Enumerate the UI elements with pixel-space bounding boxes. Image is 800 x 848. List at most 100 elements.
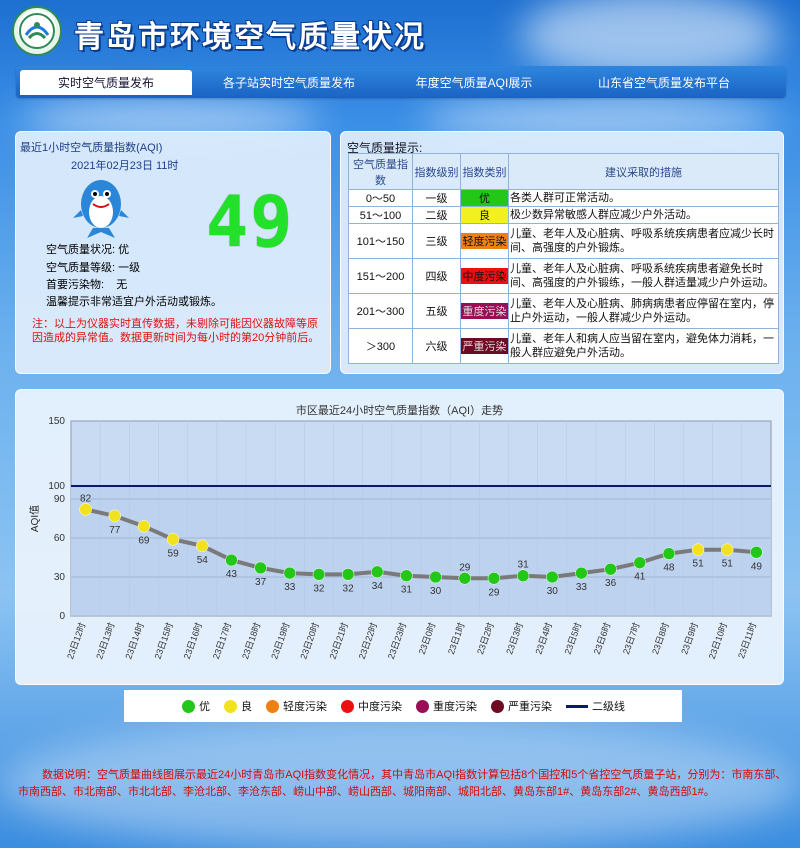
data-label: 30: [547, 586, 559, 597]
data-label: 29: [488, 587, 500, 598]
tab-substation-aqi[interactable]: 各子站实时空气质量发布: [222, 75, 355, 90]
y-tick-label: 150: [48, 416, 65, 427]
data-point: [487, 572, 501, 585]
x-tick-label: 23日10时: [706, 621, 729, 660]
data-point: [750, 546, 763, 559]
aqi-range: 0～50: [348, 189, 413, 207]
category-swatch: 良: [461, 207, 508, 223]
data-point: [429, 570, 442, 584]
aqi-range: 101～150: [348, 223, 413, 259]
data-point: [225, 553, 238, 567]
y-tick-label: 100: [48, 481, 65, 492]
current-aqi-panel: 最近1小时空气质量指数(AQI) 2021年02月23日 11时 49 空气质量…: [15, 131, 331, 374]
aqi-level: 二级: [412, 206, 461, 224]
legend-label: 轻度污染: [283, 701, 327, 713]
air-quality-grade: 空气质量等级: 一级: [46, 262, 141, 274]
chart-legend: 优 良 轻度污染 中度污染 重度污染 严重污染 二级线: [124, 690, 682, 722]
data-label: 51: [693, 559, 705, 570]
aqi-category-cell: 中度污染: [460, 258, 509, 294]
legend-item-light-pollution[interactable]: 轻度污染: [266, 698, 327, 714]
x-tick-label: 23日20时: [297, 621, 320, 660]
data-point: [633, 556, 646, 569]
x-tick-label: 23日17时: [210, 621, 233, 660]
aqi-category-cell: 重度污染: [460, 293, 509, 329]
tab-shandong-platform[interactable]: 山东省空气质量发布平台: [597, 75, 730, 90]
table-row: 51～100 二级 良 极少数异常敏感人群应减少户外活动。: [348, 206, 779, 224]
legend-line-icon: [566, 704, 588, 708]
legend-label: 重度污染: [433, 701, 477, 713]
legend-dot-icon: [416, 699, 429, 713]
data-point: [371, 565, 384, 579]
x-tick-label: 23日9时: [678, 621, 700, 656]
x-tick-label: 23日22时: [356, 621, 379, 660]
table-row: 201～300 五级 重度污染 儿童、老年人及心脏病、肺病病患者应停留在室内，停…: [348, 293, 779, 329]
legend-item-good[interactable]: 良: [224, 698, 252, 714]
aqi-measure: 儿童、老年人及心脏病、呼吸系统疾病患者应减少长时间、高强度的户外锻炼。: [508, 223, 779, 259]
data-point: [721, 543, 734, 556]
x-tick-label: 23日19时: [268, 621, 291, 660]
aqi-level: 六级: [412, 328, 461, 364]
legend-dot-icon: [224, 699, 237, 713]
data-label: 32: [313, 583, 325, 594]
data-point: [196, 539, 209, 553]
data-point: [137, 520, 151, 533]
legend-item-excellent[interactable]: 优: [182, 698, 210, 714]
data-point: [254, 561, 267, 575]
site-title: 青岛市环境空气质量状况: [74, 20, 426, 55]
legend-item-moderate-pollution[interactable]: 中度污染: [341, 698, 402, 714]
legend-item-grade2-line[interactable]: 二级线: [566, 698, 625, 714]
tab-realtime-aqi[interactable]: 实时空气质量发布: [20, 70, 192, 98]
category-swatch: 轻度污染: [461, 233, 508, 249]
data-point: [662, 547, 676, 560]
air-quality-status: 空气质量状况: 优: [46, 244, 130, 256]
x-tick-label: 23日13时: [93, 621, 116, 660]
tab-annual-aqi[interactable]: 年度空气质量AQI展示: [415, 75, 533, 90]
y-tick-label: 30: [54, 572, 66, 583]
data-label: 48: [663, 563, 675, 574]
logo-emblem-icon: [19, 13, 55, 49]
legend-dot-icon: [182, 699, 195, 713]
data-point: [604, 562, 617, 576]
aqi-level: 四级: [412, 258, 461, 294]
category-swatch: 重度污染: [461, 303, 508, 319]
data-point: [312, 568, 326, 581]
legend-label: 优: [199, 701, 210, 713]
aqi-measure: 极少数异常敏感人群应减少户外活动。: [508, 206, 779, 224]
legend-item-heavy-pollution[interactable]: 重度污染: [416, 698, 477, 714]
aqi-trend-chart: 0 30 60 90 100 150 AQI值 82 77 69 59 54 43 37 33 32 32 34 3…: [28, 416, 772, 660]
data-label: 43: [226, 569, 238, 580]
aqi-datetime: 2021年02月23日 11时: [71, 160, 179, 172]
legend-dot-icon: [491, 699, 504, 713]
table-row: 101～150 三级 轻度污染 儿童、老年人及心脏病、呼吸系统疾病患者应减少长时…: [348, 223, 779, 259]
y-tick-label: 60: [54, 533, 66, 544]
data-label: 33: [284, 582, 296, 593]
x-tick-label: 23日1时: [445, 621, 467, 656]
y-tick-label: 90: [54, 494, 66, 505]
col-header-aqi: 空气质量指数: [348, 153, 413, 190]
site-logo: [12, 6, 62, 56]
data-point: [79, 503, 92, 516]
table-header-row: 空气质量指数 指数级别 指数类别 建议采取的措施: [348, 153, 779, 190]
data-disclaimer: 注：以上为仪器实时直传数据，未剔除可能因仪器故障等原因造成的异常值。数据更新时间…: [32, 318, 320, 344]
aqi-tips-panel: 空气质量提示: 空气质量指数 指数级别 指数类别 建议采取的措施 0～50 一级…: [340, 131, 784, 374]
aqi-range: 51～100: [348, 206, 413, 224]
x-tick-label: 23日15时: [152, 621, 175, 660]
data-label: 77: [109, 525, 121, 536]
x-tick-label: 23日8时: [649, 621, 671, 656]
col-header-measures: 建议采取的措施: [508, 153, 779, 190]
legend-label: 中度污染: [358, 701, 402, 713]
x-tick-label: 23日7时: [620, 621, 642, 656]
x-tick-label: 23日12时: [64, 621, 87, 660]
data-label: 82: [80, 493, 92, 504]
x-tick-label: 23日21时: [327, 621, 350, 660]
x-tick-label: 23日2时: [474, 621, 496, 656]
data-label: 59: [168, 548, 180, 559]
aqi-category-cell: 轻度污染: [460, 223, 509, 259]
aqi-measure: 各类人群可正常活动。: [508, 189, 779, 207]
aqi-trend-chart-panel: 市区最近24小时空气质量指数（AQI）走势 0 30 60 90 100 150 AQI值 8…: [15, 389, 784, 685]
data-label: 37: [255, 577, 267, 588]
legend-item-severe-pollution[interactable]: 严重污染: [491, 698, 552, 714]
data-point: [546, 570, 559, 584]
aqi-level: 一级: [412, 189, 461, 207]
data-point: [400, 569, 413, 582]
